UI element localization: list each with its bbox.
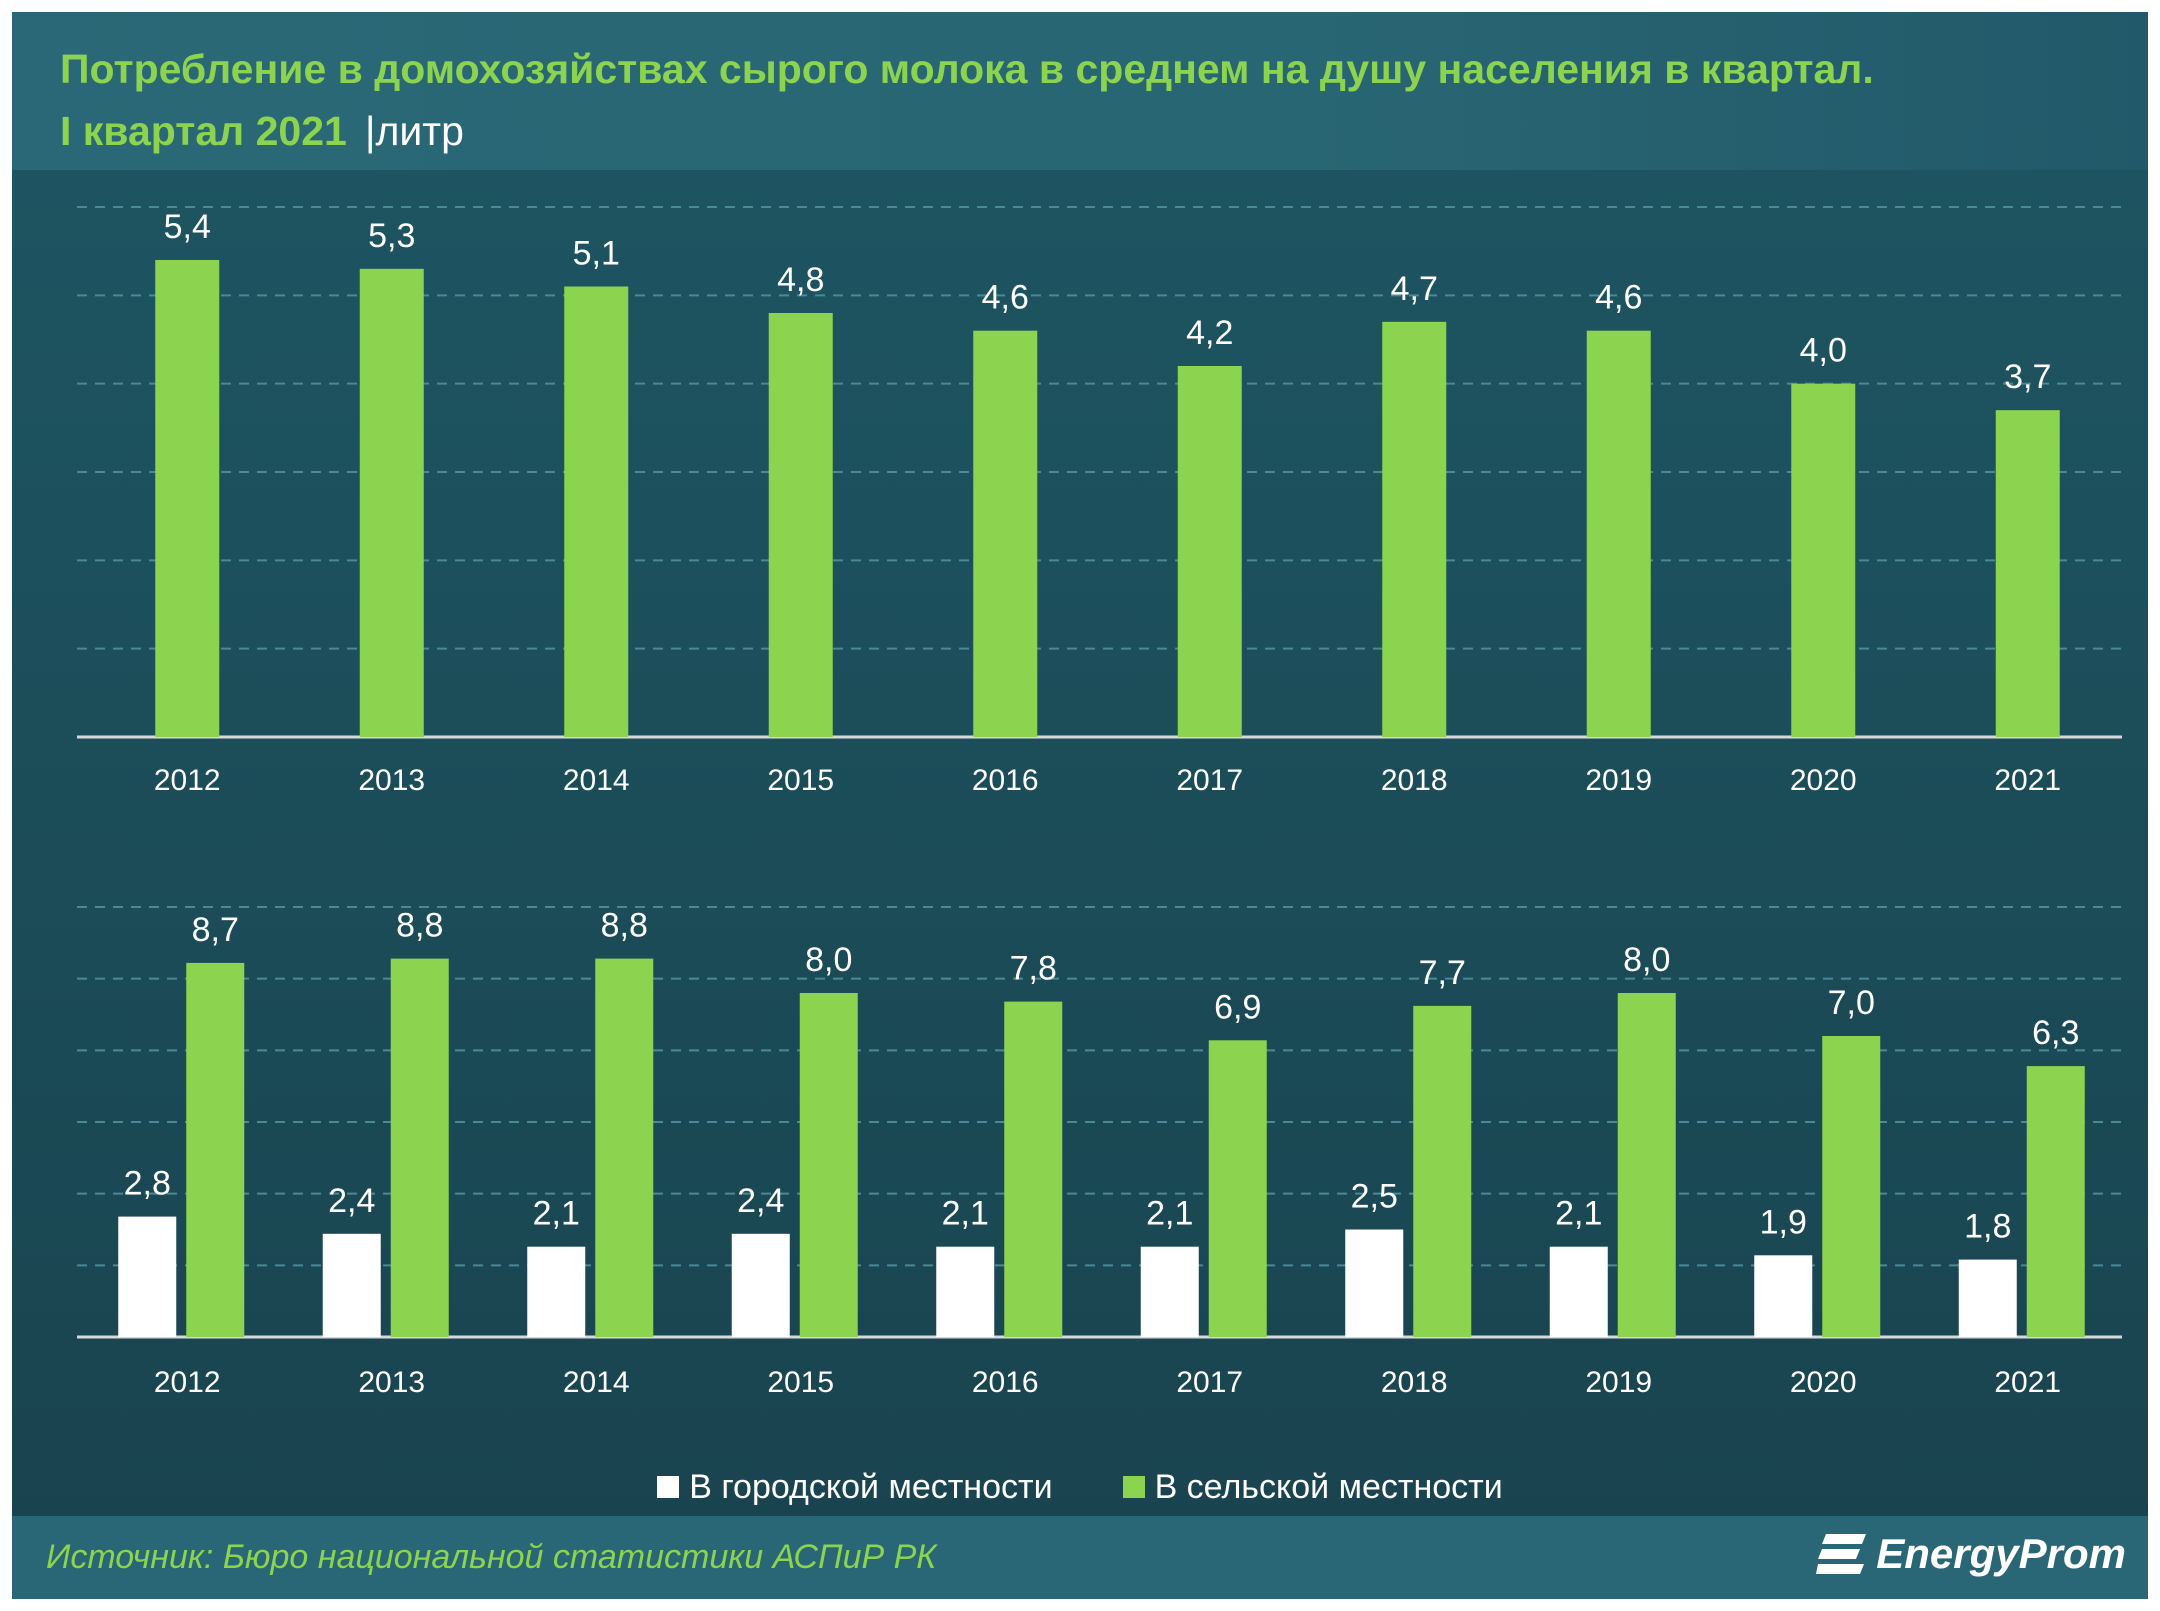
bar bbox=[1822, 1036, 1881, 1337]
data-label: 2,5 bbox=[1351, 1178, 1398, 1216]
data-label: 2,1 bbox=[1555, 1195, 1602, 1233]
bar bbox=[186, 962, 245, 1337]
data-label: 8,0 bbox=[805, 941, 852, 979]
bar bbox=[390, 958, 449, 1337]
data-label: 8,7 bbox=[192, 911, 239, 949]
bar bbox=[1791, 383, 1856, 737]
data-label: 2,1 bbox=[1146, 1195, 1193, 1233]
chart-title: Потребление в домохозяйствах сырого моло… bbox=[60, 46, 1874, 92]
bar bbox=[1004, 1001, 1063, 1337]
charts-canvas: 5,4 2012 5,3 2013 5,1 2014 4,8 2015 4,6 2016 4,2 20… bbox=[77, 206, 2122, 1399]
data-label: 1,9 bbox=[1760, 1203, 1807, 1241]
bar bbox=[359, 268, 424, 737]
bar bbox=[1413, 1005, 1472, 1337]
data-label: 8,8 bbox=[396, 907, 443, 945]
data-label: 4,2 bbox=[1186, 314, 1233, 352]
bar bbox=[1995, 410, 2060, 737]
x-tick-label: 2017 bbox=[1176, 1366, 1243, 1399]
data-label: 6,3 bbox=[2032, 1014, 2079, 1052]
x-tick-label: 2013 bbox=[358, 1366, 425, 1399]
x-tick-label: 2019 bbox=[1585, 1366, 1652, 1399]
source-note: Источник: Бюро национальной статистики А… bbox=[46, 1538, 937, 1576]
bar bbox=[322, 1233, 381, 1337]
bar bbox=[2026, 1066, 2085, 1337]
data-label: 3,7 bbox=[2004, 358, 2051, 396]
bar bbox=[155, 260, 220, 737]
data-label: 5,1 bbox=[573, 235, 620, 273]
bar bbox=[1958, 1259, 2017, 1337]
bar bbox=[1140, 1246, 1199, 1337]
bar bbox=[936, 1246, 995, 1337]
data-label: 2,1 bbox=[533, 1195, 580, 1233]
data-label: 4,6 bbox=[1595, 279, 1642, 317]
logo-text: EnergyProm bbox=[1876, 1530, 2126, 1577]
legend-label-rural: В сельской местности bbox=[1154, 1467, 1503, 1506]
bar bbox=[1549, 1246, 1608, 1337]
x-tick-label: 2015 bbox=[767, 764, 834, 797]
x-tick-label: 2014 bbox=[563, 764, 630, 797]
bar bbox=[973, 330, 1038, 737]
x-tick-label: 2021 bbox=[1994, 764, 2061, 797]
legend-swatch-urban bbox=[657, 1476, 680, 1498]
bar bbox=[768, 313, 833, 737]
data-label: 7,0 bbox=[1828, 984, 1875, 1022]
data-label: 8,0 bbox=[1623, 941, 1670, 979]
x-tick-label: 2012 bbox=[154, 764, 221, 797]
data-label: 2,1 bbox=[942, 1195, 989, 1233]
x-tick-label: 2018 bbox=[1381, 1366, 1448, 1399]
data-label: 2,8 bbox=[124, 1165, 171, 1203]
data-label: 7,7 bbox=[1419, 954, 1466, 992]
x-tick-label: 2020 bbox=[1790, 1366, 1857, 1399]
energyprom-logo-icon bbox=[1816, 1534, 1867, 1574]
chart-subtitle: I квартал 2021 |литр bbox=[60, 108, 464, 155]
x-tick-label: 2016 bbox=[972, 1366, 1039, 1399]
bar bbox=[731, 1233, 790, 1337]
data-label: 4,7 bbox=[1391, 270, 1438, 308]
legend-item-rural: В сельской местности bbox=[1122, 1467, 1503, 1507]
legend-label-urban: В городской местности bbox=[689, 1467, 1053, 1506]
x-tick-label: 2015 bbox=[767, 1366, 834, 1399]
data-label: 6,9 bbox=[1214, 988, 1261, 1026]
bar bbox=[1177, 366, 1242, 737]
x-tick-label: 2017 bbox=[1176, 764, 1243, 797]
data-label: 4,6 bbox=[982, 279, 1029, 317]
bar bbox=[564, 286, 629, 737]
x-tick-label: 2012 bbox=[154, 1366, 221, 1399]
x-tick-label: 2018 bbox=[1381, 764, 1448, 797]
chart-unit: |литр bbox=[364, 108, 464, 154]
bar bbox=[595, 958, 654, 1337]
bar bbox=[1617, 993, 1676, 1337]
x-tick-label: 2019 bbox=[1585, 764, 1652, 797]
bar bbox=[1345, 1229, 1404, 1337]
legend-item-urban: В городской местности bbox=[657, 1467, 1053, 1507]
footer: Источник: Бюро национальной статистики А… bbox=[12, 1516, 2148, 1599]
title-band: Потребление в домохозяйствах сырого моло… bbox=[12, 12, 2148, 170]
bar bbox=[799, 993, 858, 1337]
bar bbox=[527, 1246, 586, 1337]
chart-frame: Потребление в домохозяйствах сырого моло… bbox=[12, 12, 2148, 1599]
x-tick-label: 2021 bbox=[1994, 1366, 2061, 1399]
bar bbox=[1208, 1040, 1267, 1337]
bar bbox=[1586, 330, 1651, 737]
legend-swatch-rural bbox=[1122, 1476, 1145, 1498]
data-label: 4,0 bbox=[1800, 332, 1847, 370]
energyprom-logo: EnergyProm bbox=[1816, 1530, 2126, 1578]
data-label: 5,3 bbox=[368, 217, 415, 255]
chart-period: I квартал 2021 bbox=[60, 108, 347, 154]
data-label: 7,8 bbox=[1010, 950, 1057, 988]
data-label: 2,4 bbox=[737, 1182, 784, 1220]
x-tick-label: 2013 bbox=[358, 764, 425, 797]
x-tick-label: 2020 bbox=[1790, 764, 1857, 797]
data-label: 2,4 bbox=[328, 1182, 375, 1220]
data-label: 8,8 bbox=[601, 907, 648, 945]
x-tick-label: 2014 bbox=[563, 1366, 630, 1399]
data-label: 5,4 bbox=[164, 208, 211, 246]
bar bbox=[1754, 1255, 1813, 1337]
legend: В городской местности В сельской местнос… bbox=[12, 1462, 2148, 1512]
x-tick-label: 2016 bbox=[972, 764, 1039, 797]
data-label: 1,8 bbox=[1964, 1208, 2011, 1246]
data-label: 4,8 bbox=[777, 261, 824, 299]
bar bbox=[118, 1216, 177, 1337]
bar bbox=[1382, 321, 1447, 737]
